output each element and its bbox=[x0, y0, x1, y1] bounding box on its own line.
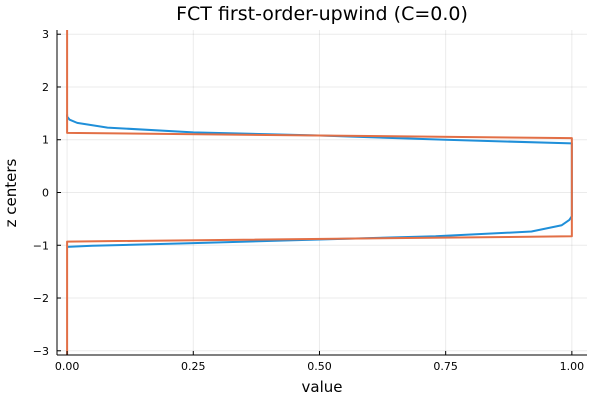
x-tick-label: 0.50 bbox=[307, 360, 332, 373]
y-axis-label: z centers bbox=[2, 158, 20, 227]
y-tick-label: 0 bbox=[42, 187, 49, 200]
y-tick-label: 2 bbox=[42, 81, 49, 94]
grid bbox=[57, 30, 587, 355]
x-tick-label: 0.25 bbox=[181, 360, 206, 373]
y-tick-label: −3 bbox=[33, 345, 49, 358]
y-axis-ticks: −3 −2 −1 0 1 2 3 bbox=[33, 28, 61, 358]
y-tick-label: 1 bbox=[42, 134, 49, 147]
x-tick-label: 1.00 bbox=[560, 360, 585, 373]
y-tick-label: −2 bbox=[33, 292, 49, 305]
y-tick-label: 3 bbox=[42, 28, 49, 41]
chart-title: FCT first-order-upwind (C=0.0) bbox=[176, 3, 468, 25]
x-axis-label: value bbox=[302, 378, 343, 396]
series-line-2 bbox=[66, 30, 573, 355]
series-layer bbox=[66, 30, 573, 355]
y-tick-label: −1 bbox=[33, 239, 49, 252]
x-tick-label: 0.75 bbox=[433, 360, 458, 373]
x-axis-ticks: 0.00 0.25 0.50 0.75 1.00 bbox=[55, 351, 584, 373]
x-tick-label: 0.00 bbox=[55, 360, 80, 373]
